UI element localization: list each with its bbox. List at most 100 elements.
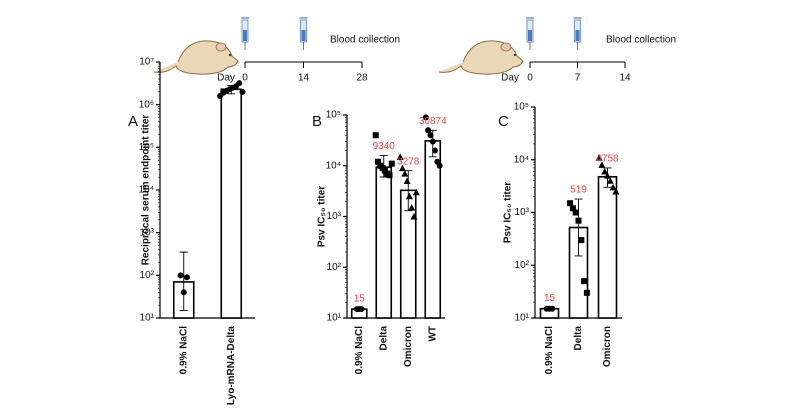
data-point [386, 172, 393, 179]
data-label: 15 [544, 293, 556, 304]
y-tick-label: 10⁵ [514, 102, 529, 113]
data-point [401, 170, 409, 177]
data-label: 4758 [596, 154, 619, 165]
event-label: Blood collection [606, 35, 676, 46]
data-point [612, 188, 620, 195]
data-point [601, 167, 609, 175]
data-point [412, 188, 420, 196]
data-point [399, 164, 406, 172]
day-label: 7 [575, 73, 581, 84]
x-tick-label: WT [427, 326, 438, 342]
data-point [429, 138, 436, 145]
bar [597, 175, 618, 319]
data-point [572, 209, 579, 216]
day-label: 0 [527, 73, 533, 84]
x-tick-label: 0.9% NaCl [354, 326, 365, 375]
data-point [583, 289, 590, 296]
y-tick-label: 10² [140, 270, 155, 281]
day-label: 14 [619, 73, 631, 84]
data-point [408, 204, 416, 211]
y-tick-label: 10⁵ [326, 110, 341, 121]
y-tick-label: 10⁴ [326, 160, 341, 171]
data-point [422, 114, 429, 121]
y-tick-label: 10⁵ [139, 142, 154, 153]
data-point [239, 88, 246, 95]
y-tick-label: 10⁴ [139, 185, 154, 196]
data-point [425, 127, 432, 134]
x-tick-label: Omicron [403, 326, 414, 367]
data-point [549, 305, 556, 312]
y-tick-label: 10² [515, 260, 530, 271]
y-tick-label: 10³ [515, 207, 530, 218]
syringe-fluid [301, 30, 306, 41]
panel-label: C [498, 113, 509, 130]
y-tick-label: 10⁶ [139, 99, 154, 110]
data-label: 15 [354, 293, 366, 304]
data-point [595, 154, 603, 161]
data-point [567, 200, 574, 207]
error-bar [574, 198, 583, 257]
x-tick-label: Lyo-mRNA-Delta [226, 326, 237, 406]
data-point [609, 183, 617, 191]
day-caption: Day [217, 73, 235, 84]
y-tick-label: 10³ [327, 211, 342, 222]
syringe-fluid [575, 30, 580, 41]
data-point [372, 132, 379, 139]
y-axis-label: Psv IC₅₀ titer [503, 182, 514, 243]
data-point [183, 274, 190, 281]
y-tick-label: 10⁴ [514, 154, 529, 165]
day-caption: Day [501, 73, 519, 84]
panel-label: A [128, 113, 138, 130]
error-bar [179, 251, 188, 311]
y-axis-label: Reciprocal serum endpoint titer [141, 115, 152, 266]
data-point [405, 192, 413, 200]
data-point [432, 147, 439, 154]
x-tick-label: Delta [573, 326, 584, 351]
data-point [604, 172, 611, 179]
day-label: 28 [356, 73, 368, 84]
bar [375, 166, 393, 319]
y-tick-label: 10² [327, 262, 342, 273]
data-label: 519 [570, 185, 587, 196]
data-label: 3278 [397, 156, 420, 167]
y-tick-label: 10³ [140, 227, 155, 238]
y-tick-label: 10¹ [140, 313, 155, 324]
data-point [578, 237, 585, 244]
data-point [177, 272, 184, 279]
data-point [436, 162, 443, 169]
data-point [427, 132, 434, 139]
y-tick-label: 10⁷ [139, 57, 154, 68]
x-tick-label: 0.9% NaCl [544, 326, 555, 375]
data-point [581, 278, 588, 285]
data-point [236, 80, 243, 87]
bar [220, 88, 243, 319]
data-point [410, 213, 418, 220]
event-label: Blood collection [330, 35, 400, 46]
day-label: 0 [242, 73, 248, 84]
data-label: 9340 [373, 141, 396, 152]
y-tick-label: 10¹ [327, 313, 342, 324]
data-point [358, 306, 365, 313]
data-point [403, 177, 411, 185]
y-axis-label: Psv IC₅₀ titer [317, 186, 328, 247]
x-tick-label: Delta [378, 326, 389, 351]
day-label: 14 [298, 73, 310, 84]
panel-label: B [312, 113, 322, 130]
data-point [606, 177, 614, 184]
data-point [375, 158, 381, 165]
data-point [388, 160, 395, 167]
x-tick-label: 0.9% NaCl [178, 326, 189, 375]
data-point [569, 205, 576, 212]
syringe-fluid [243, 30, 247, 41]
data-point [180, 289, 187, 296]
syringe-fluid [528, 30, 532, 41]
data-point [396, 153, 404, 160]
y-tick-label: 10¹ [515, 313, 530, 324]
data-label: 30874 [419, 116, 447, 127]
data-point [575, 217, 582, 224]
mouse-illustration [438, 40, 524, 75]
data-point [598, 161, 606, 168]
mouse-illustration [153, 40, 239, 75]
